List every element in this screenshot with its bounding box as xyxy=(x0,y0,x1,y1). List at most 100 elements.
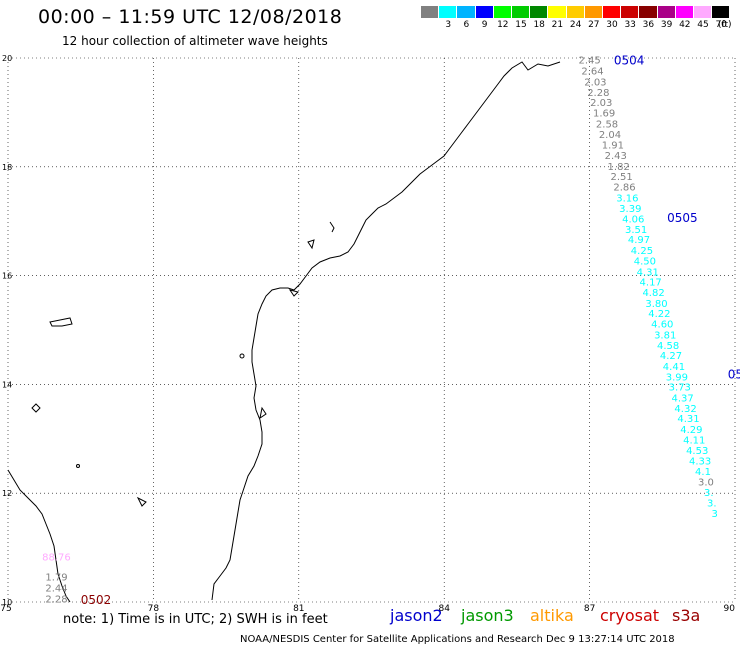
colorbar-swatch xyxy=(512,6,530,18)
colorbar-label: 6 xyxy=(463,20,470,30)
colorbar-label: 21 xyxy=(551,20,564,30)
colorbar-label: 45 xyxy=(697,20,709,30)
swh-value-0504: 3 xyxy=(711,509,717,520)
island-9 xyxy=(259,406,267,420)
island-7 xyxy=(239,353,245,359)
colorbar-unit: (ft) xyxy=(718,20,732,30)
swh-value-0504: 4.53 xyxy=(686,446,708,457)
swh-value-0504: 3.80 xyxy=(645,299,667,310)
colorbar-label: 18 xyxy=(533,20,545,30)
swh-value-0504: 2.43 xyxy=(605,151,627,162)
island-6 xyxy=(288,289,299,297)
lat-tick-label: 16 xyxy=(2,272,12,281)
lon-tick-label: 90 xyxy=(724,604,736,614)
swh-value-0504: 4.1 xyxy=(695,467,711,478)
swh-value-0504: 3.39 xyxy=(619,204,641,215)
swh-value-0502: 2.44 xyxy=(45,583,67,594)
pass-number-label: 0504 xyxy=(614,54,645,68)
swh-value-0504: 2.04 xyxy=(599,130,621,141)
colorbar-swatch xyxy=(530,6,548,18)
coastline-sri-lanka xyxy=(7,469,71,603)
swh-value-0504: 2.51 xyxy=(610,172,632,183)
colorbar-label: 3 xyxy=(445,20,452,30)
swh-value-0504: 1.82 xyxy=(608,162,630,173)
swh-value-0504: 3.99 xyxy=(666,372,688,383)
swh-value-0504: 2.64 xyxy=(581,67,603,78)
mission-cryosat: cryosat xyxy=(600,606,660,625)
colorbar-swatch xyxy=(603,6,621,18)
swh-value-0504: 4.29 xyxy=(680,425,702,436)
swh-value-0502: 88.76 xyxy=(42,552,71,563)
swh-value-0504: 4.37 xyxy=(672,394,694,405)
swh-value-0502: 2.28 xyxy=(45,594,67,605)
colorbar-swatch xyxy=(439,6,457,18)
swh-value-0502: 1.79 xyxy=(45,573,67,584)
colorbar-label: 27 xyxy=(588,20,600,30)
grid-lines xyxy=(7,57,736,603)
footer-note: note: 1) Time is in UTC; 2) SWH is in fe… xyxy=(63,612,328,627)
island-5 xyxy=(329,221,335,233)
swh-value-0504: 3.51 xyxy=(625,225,647,236)
coastline xyxy=(7,61,561,603)
mission-altika: altika xyxy=(530,606,574,625)
colorbar-swatch xyxy=(421,6,439,18)
swh-value-0504: 4.22 xyxy=(648,309,670,320)
colorbar-swatch xyxy=(548,6,566,18)
mission-jason3: jason3 xyxy=(461,606,514,625)
colorbar-swatch xyxy=(457,6,475,18)
swh-value-0504: 4.17 xyxy=(640,278,662,289)
swh-value-0504: 3.81 xyxy=(654,330,676,341)
pass-number-label: 0505 xyxy=(667,211,698,225)
island-1 xyxy=(49,317,73,327)
mission-jason2: jason2 xyxy=(390,606,443,625)
lat-tick-label: 20 xyxy=(2,54,12,63)
lat-tick-label: 14 xyxy=(2,380,12,389)
swh-value-0504: 4.32 xyxy=(674,404,696,415)
swh-value-0504: 4.25 xyxy=(631,246,653,257)
page-title: 00:00 – 11:59 UTC 12/08/2018 xyxy=(38,6,343,28)
swh-value-0504: 4.41 xyxy=(663,362,685,373)
colorbar-swatch xyxy=(657,6,675,18)
axis-ticks: 75 78 81 84 87 90 10 12 14 16 18 20 xyxy=(0,54,735,614)
swh-value-0504: 1.69 xyxy=(593,108,615,119)
island-2 xyxy=(31,403,41,413)
colorbar-swatch xyxy=(712,6,730,18)
swh-value-0504: 4.06 xyxy=(622,215,644,226)
pass-number-label: 05 xyxy=(728,368,740,382)
island-3 xyxy=(136,496,147,507)
colorbar-swatch xyxy=(639,6,657,18)
swh-value-0504: 4.60 xyxy=(651,320,673,331)
swh-value-0504: 4.11 xyxy=(683,435,705,446)
altimeter-tracks: 2.452.642.032.282.031.692.582.041.912.43… xyxy=(42,56,718,606)
lon-tick-label: 84 xyxy=(438,604,450,614)
lat-tick-label: 12 xyxy=(2,489,12,498)
swh-value-0504: 4.31 xyxy=(637,267,659,278)
mission-s3a: s3a xyxy=(672,606,701,625)
page-subtitle: 12 hour collection of altimeter wave hei… xyxy=(62,34,328,48)
colorbar-swatch xyxy=(493,6,511,18)
colorbar-label: 33 xyxy=(624,20,636,30)
colorbar-label: 36 xyxy=(642,20,655,30)
swh-value-0504: 3. xyxy=(704,488,714,499)
island-8 xyxy=(76,464,80,468)
swh-value-0504: 2.45 xyxy=(578,56,600,67)
swh-value-0504: 3.0 xyxy=(698,477,714,488)
swh-value-0504: 4.97 xyxy=(628,235,650,246)
swh-value-0504: 2.03 xyxy=(584,77,606,88)
lon-tick-label: 75 xyxy=(0,604,11,614)
swh-value-0504: 4.27 xyxy=(660,351,682,362)
colorbar-label: 24 xyxy=(569,20,582,30)
lon-tick-label: 87 xyxy=(584,604,595,614)
swh-value-0504: 2.58 xyxy=(596,119,618,130)
swh-value-0504: 1.91 xyxy=(602,141,624,152)
colorbar-swatch xyxy=(675,6,693,18)
lat-tick-label: 10 xyxy=(2,598,12,607)
island-4 xyxy=(307,239,315,250)
pass-number-label: 0502 xyxy=(81,593,112,607)
swh-value-0504: 3.73 xyxy=(669,383,691,394)
swh-value-0504: 4.31 xyxy=(677,414,699,425)
swh-value-0504: 3. xyxy=(707,499,717,510)
swh-value-0504: 4.82 xyxy=(642,288,664,299)
